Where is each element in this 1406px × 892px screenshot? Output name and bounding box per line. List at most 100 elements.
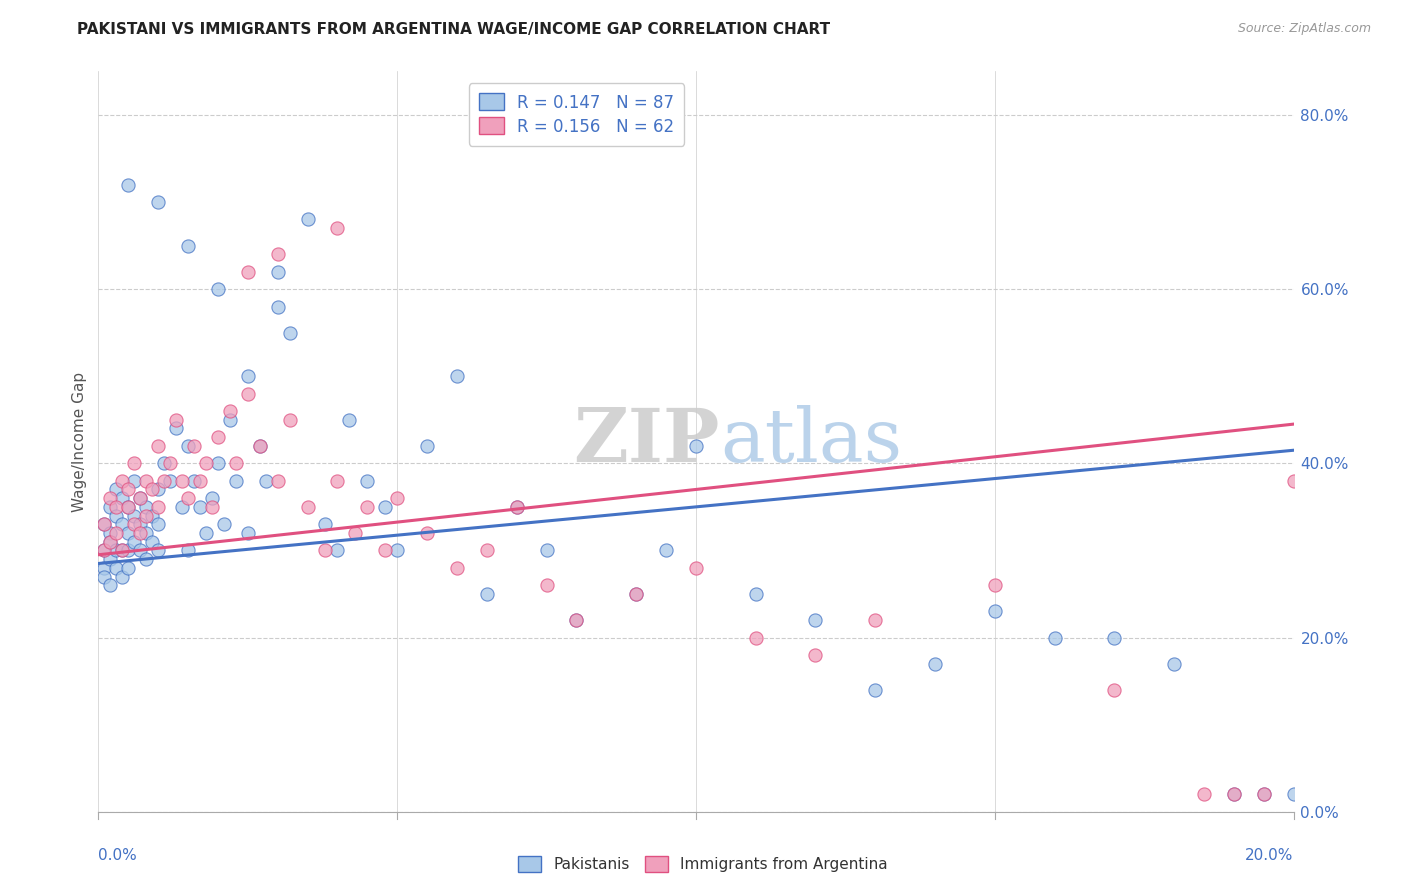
Point	[129, 543, 152, 558]
Point	[236, 265, 259, 279]
Point	[536, 543, 558, 558]
Point	[117, 526, 139, 541]
Point	[159, 456, 181, 470]
Point	[506, 500, 529, 514]
Point	[339, 413, 361, 427]
Point	[93, 543, 115, 558]
Point	[148, 500, 170, 514]
Point	[984, 604, 1007, 618]
Point	[148, 439, 170, 453]
Point	[105, 543, 128, 558]
Point	[219, 404, 242, 418]
Point	[195, 456, 218, 470]
Point	[159, 474, 181, 488]
Point	[111, 543, 134, 558]
Point	[135, 474, 157, 488]
Point	[225, 456, 247, 470]
Point	[188, 500, 211, 514]
Point	[111, 491, 134, 505]
Point	[148, 194, 170, 209]
Point	[117, 561, 139, 575]
Point	[105, 526, 128, 541]
Point	[374, 543, 396, 558]
Point	[124, 508, 146, 523]
Point	[326, 221, 349, 235]
Point	[254, 474, 277, 488]
Point	[98, 534, 122, 549]
Point	[98, 534, 122, 549]
Point	[315, 543, 337, 558]
Point	[93, 561, 115, 575]
Point	[267, 300, 290, 314]
Point	[105, 483, 128, 497]
Text: atlas: atlas	[720, 405, 903, 478]
Point	[1253, 787, 1275, 801]
Point	[135, 552, 157, 566]
Point	[183, 474, 205, 488]
Point	[98, 491, 122, 505]
Point	[278, 413, 301, 427]
Point	[117, 500, 139, 514]
Point	[98, 500, 122, 514]
Point	[236, 369, 259, 384]
Point	[297, 212, 319, 227]
Point	[416, 526, 439, 541]
Point	[165, 421, 187, 435]
Point	[135, 508, 157, 523]
Point	[153, 456, 176, 470]
Point	[207, 456, 229, 470]
Point	[1223, 787, 1246, 801]
Point	[188, 474, 211, 488]
Point	[201, 491, 224, 505]
Point	[111, 474, 134, 488]
Point	[98, 578, 122, 592]
Point	[124, 474, 146, 488]
Point	[249, 439, 271, 453]
Point	[297, 500, 319, 514]
Point	[326, 543, 349, 558]
Point	[475, 587, 498, 601]
Point	[177, 238, 200, 252]
Point	[177, 491, 200, 505]
Point	[105, 508, 128, 523]
Point	[685, 439, 707, 453]
Point	[117, 178, 139, 192]
Point	[105, 500, 128, 514]
Point	[924, 657, 946, 671]
Point	[225, 474, 247, 488]
Text: 0.0%: 0.0%	[98, 848, 138, 863]
Point	[536, 578, 558, 592]
Point	[177, 439, 200, 453]
Point	[117, 500, 139, 514]
Point	[745, 587, 768, 601]
Point	[201, 500, 224, 514]
Point	[374, 500, 396, 514]
Point	[153, 474, 176, 488]
Point	[236, 526, 259, 541]
Point	[626, 587, 648, 601]
Point	[177, 543, 200, 558]
Point	[1282, 474, 1305, 488]
Point	[236, 386, 259, 401]
Point	[98, 552, 122, 566]
Point	[117, 483, 139, 497]
Point	[475, 543, 498, 558]
Point	[984, 578, 1007, 592]
Point	[315, 517, 337, 532]
Point	[93, 569, 115, 583]
Point	[685, 561, 707, 575]
Point	[141, 483, 163, 497]
Point	[148, 483, 170, 497]
Point	[1163, 657, 1185, 671]
Point	[1104, 631, 1126, 645]
Point	[745, 631, 768, 645]
Point	[356, 474, 378, 488]
Point	[172, 500, 194, 514]
Point	[117, 543, 139, 558]
Point	[278, 326, 301, 340]
Point	[267, 265, 290, 279]
Point	[506, 500, 529, 514]
Text: Source: ZipAtlas.com: Source: ZipAtlas.com	[1237, 22, 1371, 36]
Point	[135, 500, 157, 514]
Point	[356, 500, 378, 514]
